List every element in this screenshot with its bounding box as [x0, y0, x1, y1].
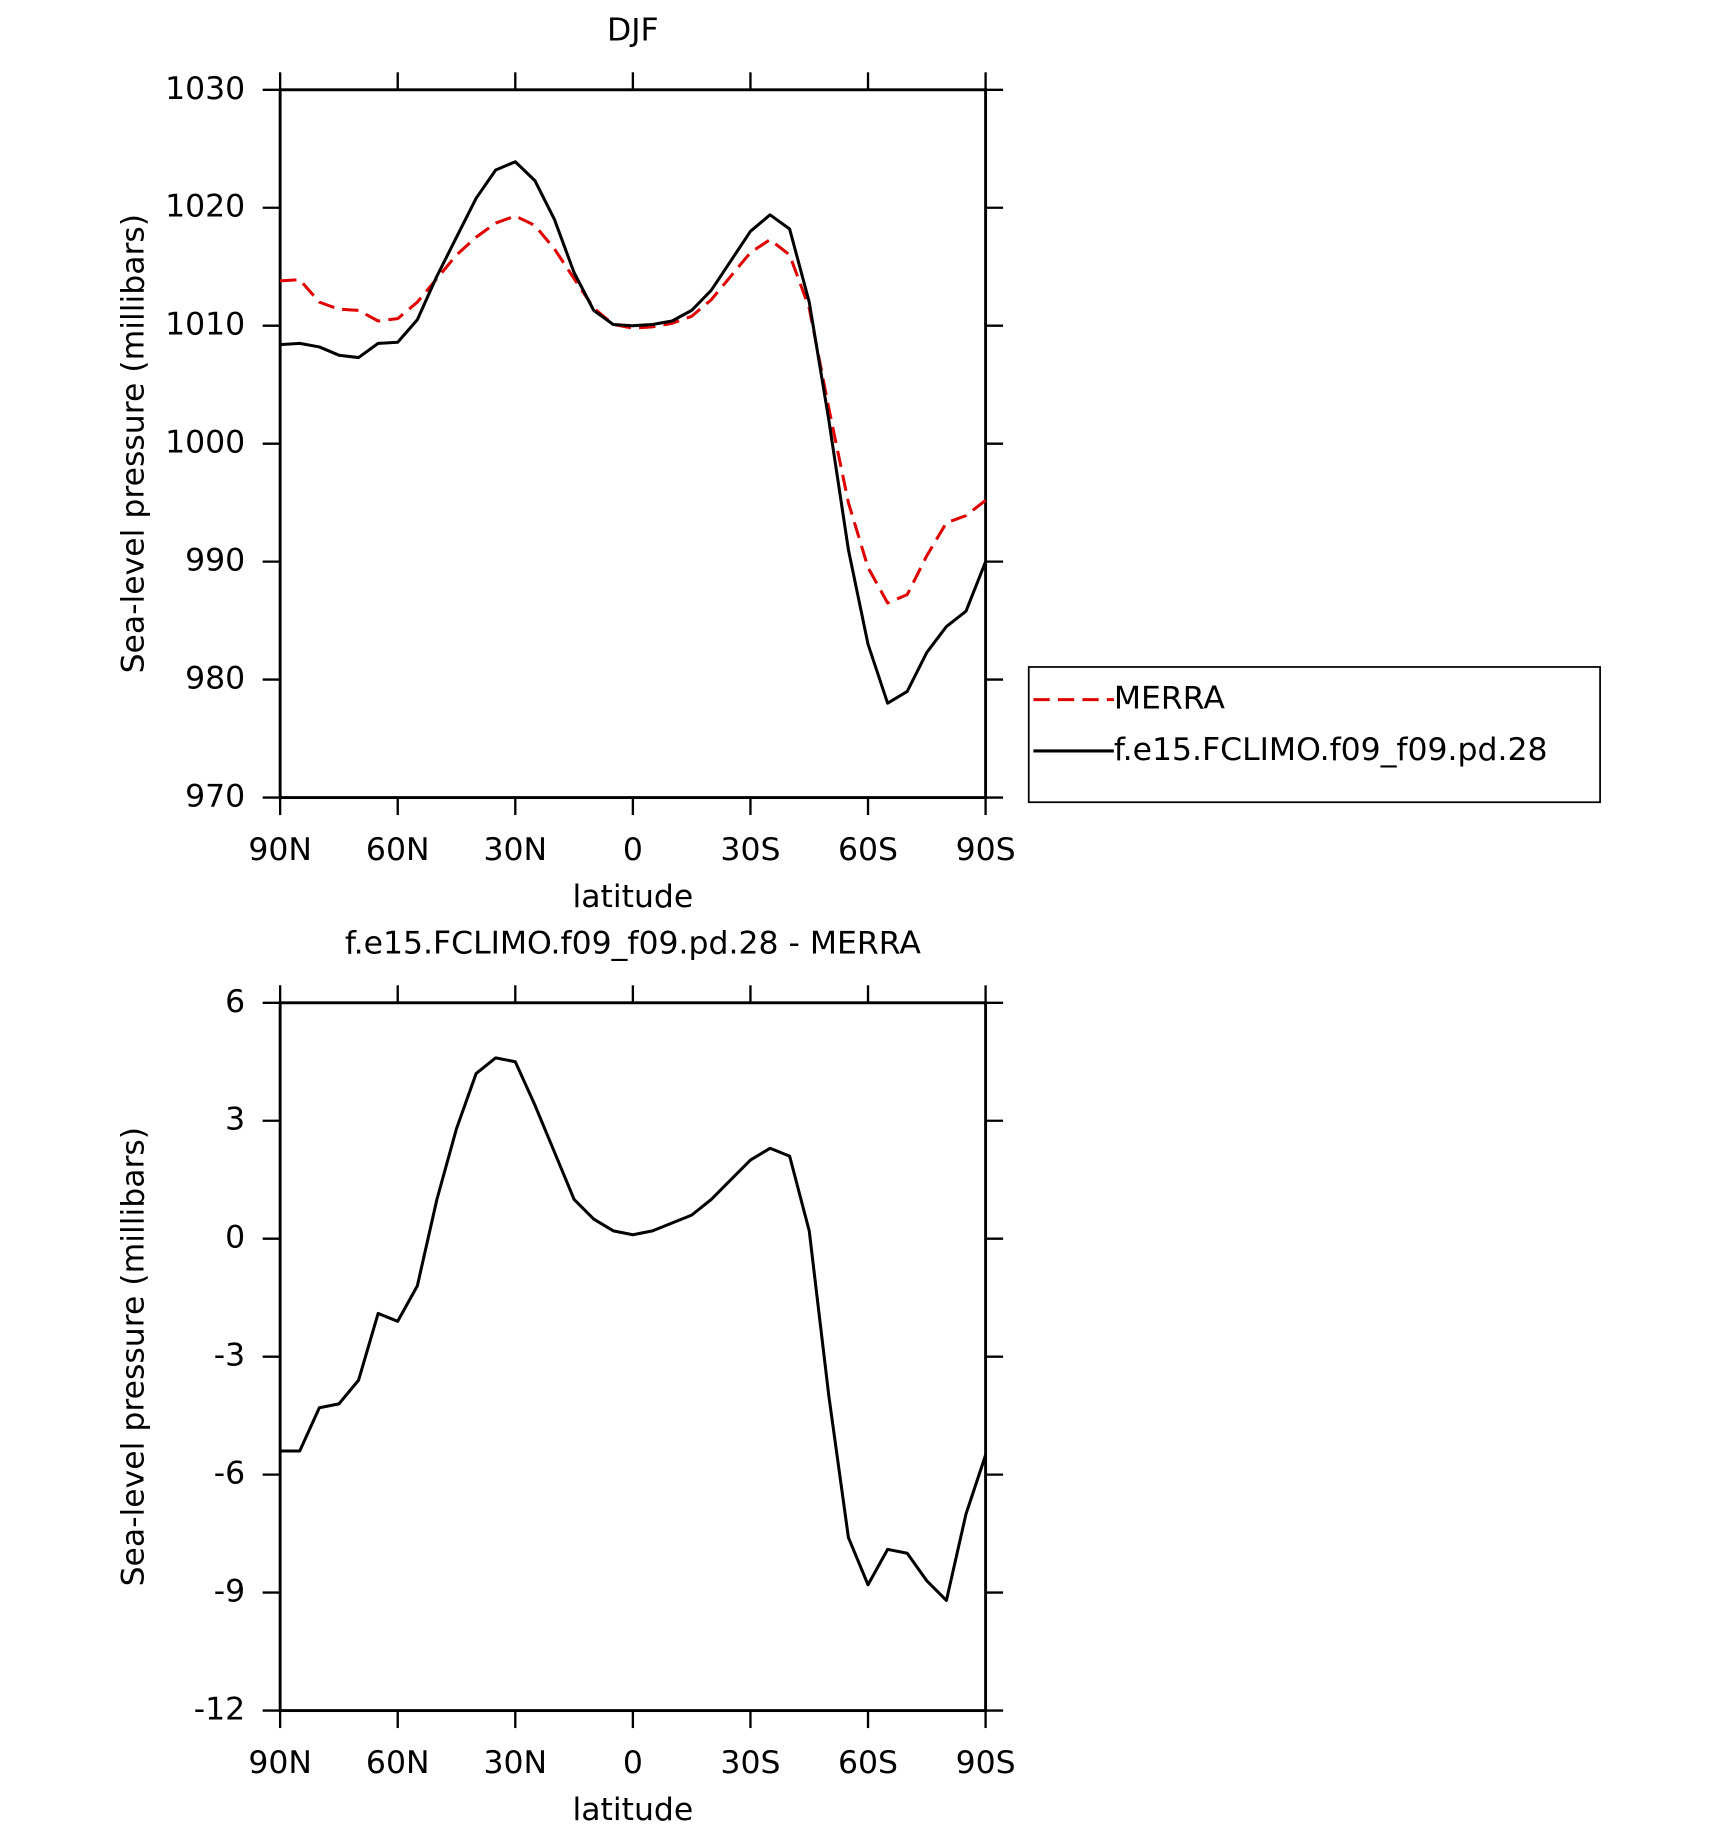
x-tick-label: 30N — [483, 1745, 547, 1781]
y-axis-label: Sea-level pressure (millibars) — [115, 1127, 151, 1587]
x-tick-label: 30N — [483, 832, 547, 868]
x-tick-label: 60S — [838, 832, 898, 868]
legend-label: f.e15.FCLIMO.f09_f09.pd.28 — [1114, 732, 1548, 768]
y-tick-label: 6 — [225, 984, 245, 1020]
y-tick-label: 970 — [185, 779, 245, 815]
plot-frame — [278, 88, 988, 800]
x-tick-label: 90N — [248, 1745, 312, 1781]
x-tick-label: 0 — [623, 1745, 643, 1781]
y-tick-label: 0 — [225, 1220, 245, 1256]
plot-frame — [278, 1001, 988, 1713]
y-tick-label: -6 — [214, 1456, 245, 1492]
y-tick-label: 1010 — [165, 307, 245, 343]
y-tick-label: 990 — [185, 543, 245, 579]
x-tick-label: 60N — [366, 1745, 430, 1781]
y-tick-label: 3 — [225, 1102, 245, 1138]
data-line — [280, 214, 987, 605]
y-tick-label: 1000 — [165, 425, 245, 461]
x-tick-label: 90S — [956, 832, 1016, 868]
y-tick-label: 1020 — [165, 189, 245, 225]
x-axis-label: latitude — [573, 1792, 694, 1828]
y-axis-label: Sea-level pressure (millibars) — [115, 214, 151, 674]
x-tick-label: 0 — [623, 832, 643, 868]
legend-label: MERRA — [1114, 681, 1225, 717]
y-tick-label: -9 — [214, 1574, 245, 1610]
x-axis-label: latitude — [573, 879, 694, 915]
y-tick-label: 980 — [185, 661, 245, 697]
y-tick-label: -3 — [214, 1338, 245, 1374]
data-line — [280, 1056, 988, 1602]
data-line — [280, 160, 988, 705]
x-tick-label: 90S — [956, 1745, 1016, 1781]
chart-title: f.e15.FCLIMO.f09_f09.pd.28 - MERRA — [345, 925, 922, 961]
x-tick-label: 30S — [720, 1745, 780, 1781]
chart-title: DJF — [607, 12, 659, 48]
x-tick-label: 90N — [248, 832, 312, 868]
x-tick-label: 60S — [838, 1745, 898, 1781]
y-tick-label: -12 — [194, 1692, 245, 1728]
legend-box — [1027, 666, 1601, 804]
x-tick-label: 60N — [366, 832, 430, 868]
y-tick-label: 1030 — [165, 71, 245, 107]
x-tick-label: 30S — [720, 832, 780, 868]
